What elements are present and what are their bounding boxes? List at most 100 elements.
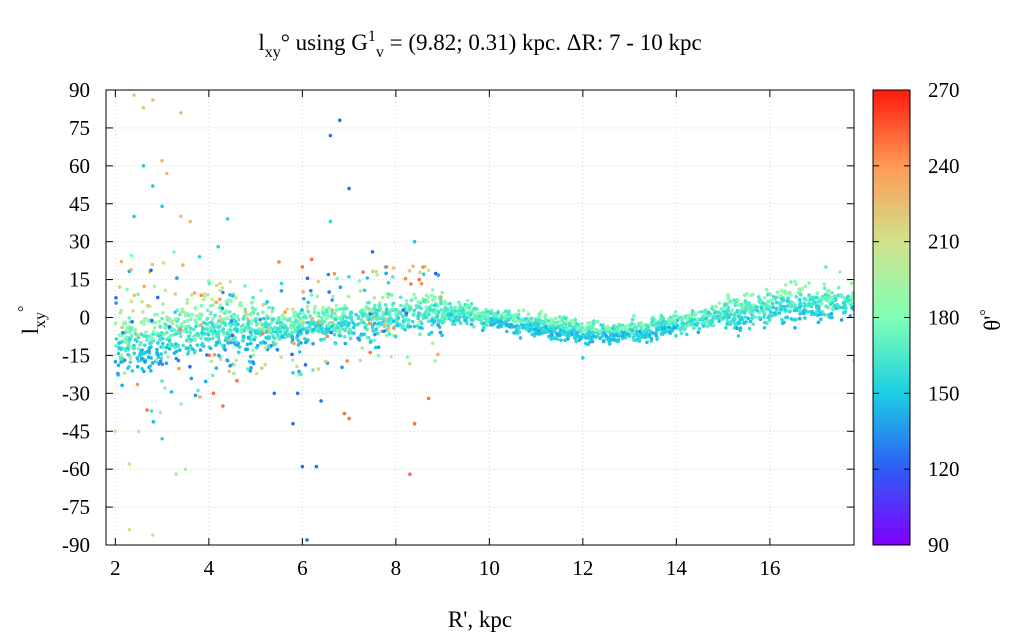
scatter-point — [559, 338, 563, 343]
scatter-point — [215, 322, 219, 326]
scatter-point — [386, 292, 391, 296]
scatter-point — [142, 284, 146, 289]
scatter-point — [372, 338, 377, 343]
scatter-point — [114, 344, 118, 348]
scatter-point — [239, 304, 243, 308]
scatter-point — [344, 315, 349, 320]
scatter-point — [300, 265, 305, 269]
scatter-point — [678, 328, 683, 332]
scatter-point — [650, 319, 655, 324]
scatter-point — [342, 312, 347, 316]
scatter-point — [798, 316, 802, 321]
scatter-point — [141, 351, 146, 356]
scatter-point — [433, 308, 438, 312]
scatter-point — [306, 300, 311, 305]
scatter-point — [384, 271, 388, 276]
scatter-point — [333, 341, 338, 346]
scatter-point — [265, 300, 270, 304]
scatter-point — [114, 301, 118, 305]
scatter-point — [340, 365, 344, 370]
scatter-point — [267, 336, 272, 340]
scatter-point — [303, 363, 308, 367]
scatter-point — [168, 344, 172, 348]
scatter-point — [309, 288, 313, 293]
scatter-point — [440, 333, 444, 338]
scatter-point — [211, 391, 216, 396]
scatter-point — [229, 324, 233, 328]
scatter-point — [728, 322, 733, 327]
scatter-point — [357, 279, 362, 283]
scatter-point — [387, 332, 392, 336]
scatter-point — [458, 315, 462, 320]
scatter-point — [762, 315, 766, 319]
scatter-point — [348, 316, 352, 320]
scatter-point — [524, 324, 529, 328]
scatter-point — [188, 219, 192, 224]
scatter-point — [203, 379, 208, 384]
scatter-point — [797, 308, 802, 313]
scatter-point — [635, 333, 639, 337]
scatter-point — [848, 314, 852, 318]
scatter-point — [393, 311, 398, 316]
scatter-point — [198, 317, 202, 321]
scatter-point — [408, 304, 412, 309]
scatter-point — [584, 329, 588, 333]
scatter-point — [377, 315, 382, 319]
scatter-point — [763, 295, 767, 300]
scatter-point — [636, 321, 641, 326]
scatter-point — [407, 269, 412, 273]
scatter-point — [663, 321, 668, 326]
scatter-point — [398, 295, 403, 300]
scatter-point — [188, 330, 192, 334]
scatter-point — [221, 327, 225, 331]
scatter-point — [801, 303, 805, 307]
scatter-point — [436, 352, 440, 357]
scatter-point — [395, 314, 400, 319]
scatter-point — [843, 310, 847, 315]
scatter-point — [119, 308, 123, 313]
scatter-point — [831, 308, 835, 312]
scatter-point — [219, 318, 223, 322]
scatter-point — [228, 279, 233, 284]
scatter-point — [694, 323, 699, 327]
scatter-point — [560, 317, 565, 321]
scatter-point — [135, 333, 139, 338]
scatter-point — [220, 306, 225, 311]
scatter-point — [811, 301, 815, 306]
scatter-point — [194, 333, 198, 337]
scatter-point — [155, 347, 159, 352]
scatter-point — [489, 317, 494, 321]
scatter-point — [152, 284, 157, 289]
scatter-point — [266, 327, 270, 332]
y-tick-label: 30 — [69, 230, 90, 254]
scatter-point — [417, 277, 422, 282]
scatter-point — [195, 343, 200, 347]
scatter-point — [802, 311, 806, 316]
scatter-point — [647, 330, 651, 334]
scatter-point — [270, 309, 275, 314]
scatter-point — [153, 320, 158, 325]
y-tick-label: 0 — [80, 306, 91, 330]
scatter-point — [774, 300, 779, 305]
scatter-point — [440, 314, 445, 319]
x-tick-label: 10 — [479, 556, 500, 580]
scatter-point — [160, 204, 164, 209]
scatter-point — [214, 366, 219, 370]
scatter-point — [248, 359, 252, 364]
scatter-point — [186, 319, 190, 323]
scatter-point — [433, 303, 437, 308]
scatter-point — [375, 273, 379, 277]
scatter-point — [128, 355, 133, 360]
scatter-point — [798, 305, 802, 309]
scatter-point — [433, 316, 438, 320]
scatter-point — [549, 337, 554, 341]
scatter-point — [370, 250, 375, 254]
scatter-point — [146, 334, 150, 339]
scatter-point — [485, 323, 489, 328]
scatter-point — [117, 285, 122, 289]
scatter-point — [203, 337, 208, 341]
scatter-point — [320, 320, 325, 324]
scatter-point — [210, 297, 214, 302]
scatter-point — [207, 337, 211, 342]
scatter-point — [239, 330, 244, 334]
